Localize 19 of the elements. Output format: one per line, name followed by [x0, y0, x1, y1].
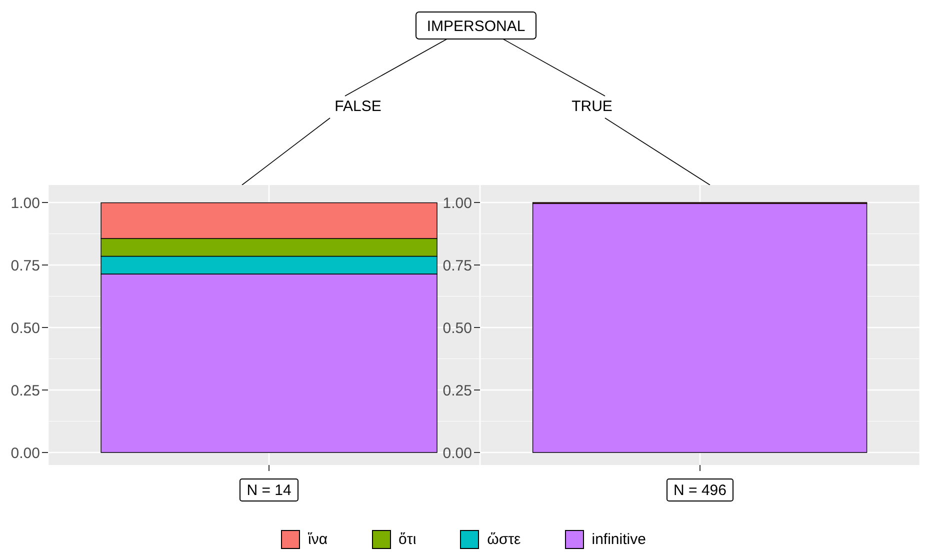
text: IMPERSONAL — [426, 18, 526, 35]
y-tick-label: 0.75 — [442, 257, 472, 274]
y-tick-label: 0.50 — [10, 320, 40, 337]
x-tick-label: N = 496 — [674, 482, 726, 499]
legend-label: ὥστε — [487, 531, 521, 548]
legend-label: infinitive — [592, 531, 646, 548]
text: FALSE — [334, 98, 382, 115]
text: TRUE — [572, 98, 612, 115]
y-tick-label: 0.25 — [10, 382, 40, 400]
y-tick-label: 0.50 — [442, 320, 472, 337]
y-tick-label: 0.00 — [10, 444, 40, 462]
y-tick-label: 1.00 — [10, 194, 40, 212]
y-tick-label: 0.25 — [442, 382, 472, 400]
y-tick-label: 0.00 — [442, 444, 472, 462]
legend-label: ὅτι — [398, 531, 416, 548]
y-tick-label: 1.00 — [442, 194, 472, 212]
legend-label: ἵνα — [308, 531, 328, 548]
x-tick-label: N = 14 — [246, 482, 292, 499]
y-tick-label: 0.75 — [10, 257, 40, 274]
